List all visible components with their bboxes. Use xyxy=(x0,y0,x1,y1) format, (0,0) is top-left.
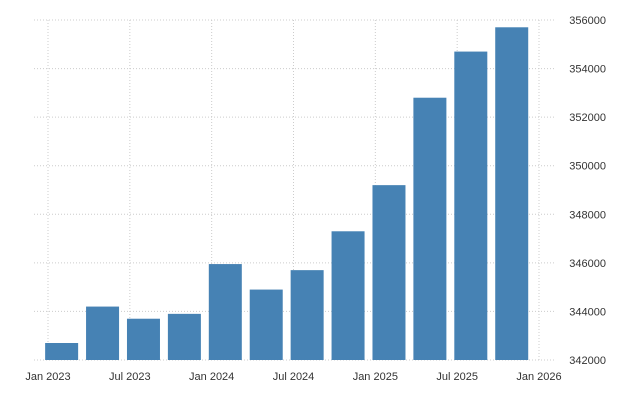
x-tick-label: Jul 2024 xyxy=(273,371,315,383)
bar xyxy=(86,306,120,360)
y-tick-label: 352000 xyxy=(569,112,606,124)
bar xyxy=(208,264,242,360)
y-tick-label: 356000 xyxy=(569,15,606,27)
x-tick-label: Jul 2023 xyxy=(109,371,151,383)
y-tick-label: 344000 xyxy=(569,306,606,318)
x-tick-label: Jan 2024 xyxy=(189,371,234,383)
y-axis-tick-labels: 342000 344000 346000 348000 350000 352000 3540… xyxy=(569,15,606,367)
bar xyxy=(126,318,160,360)
bar xyxy=(413,97,447,360)
y-tick-label: 348000 xyxy=(569,209,606,221)
bar xyxy=(290,270,324,360)
y-tick-label: 354000 xyxy=(569,64,606,76)
y-tick-label: 346000 xyxy=(569,258,606,270)
y-tick-label: 342000 xyxy=(569,355,606,367)
bar xyxy=(167,313,201,360)
x-tick-label: Jan 2026 xyxy=(516,371,561,383)
x-tick-label: Jan 2025 xyxy=(353,371,398,383)
bar xyxy=(45,343,79,360)
bar xyxy=(454,51,488,360)
grid-lines xyxy=(34,19,556,361)
x-tick-label: Jul 2025 xyxy=(436,371,478,383)
bar xyxy=(372,185,406,360)
x-axis-tick-labels: Jan 2023 Jul 2023 Jan 2024 Jul 2024 Jan 2025… xyxy=(25,371,561,383)
bars xyxy=(45,27,529,361)
x-tick-label: Jan 2023 xyxy=(25,371,70,383)
bar xyxy=(331,231,365,360)
y-tick-label: 350000 xyxy=(569,161,606,173)
bar xyxy=(249,289,283,360)
bar xyxy=(495,27,529,361)
